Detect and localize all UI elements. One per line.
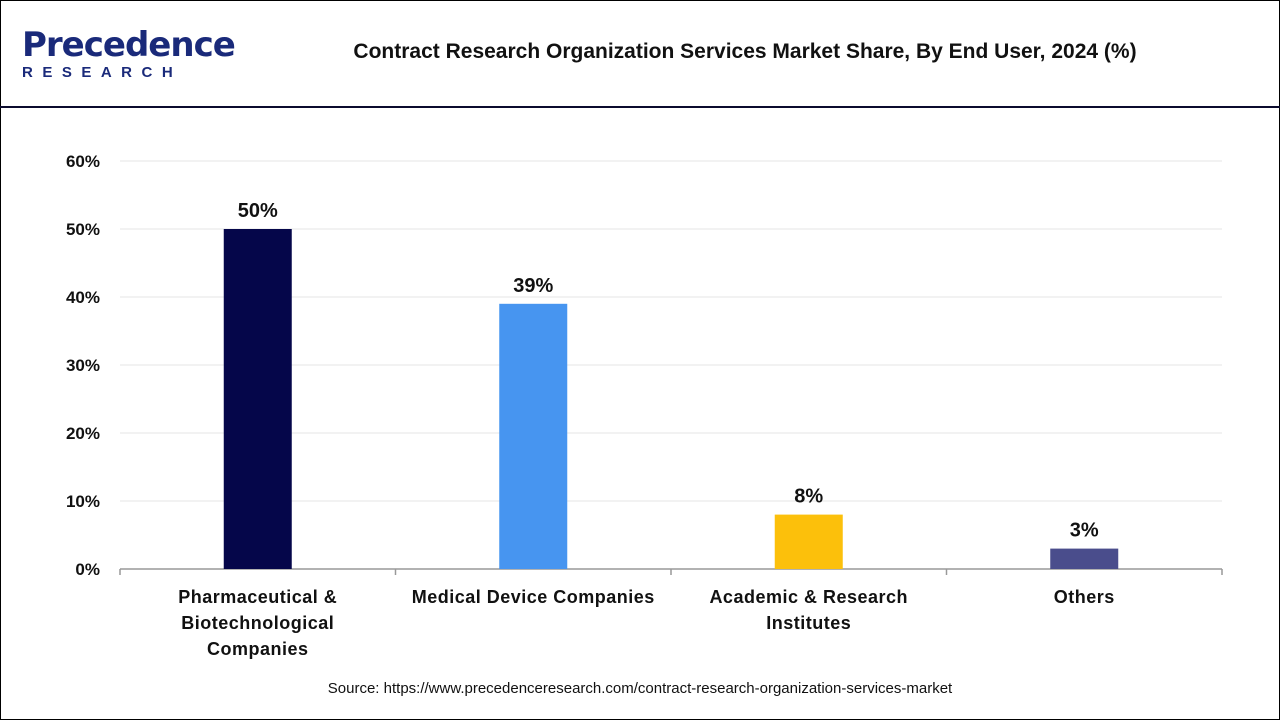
bar [223, 229, 292, 569]
data-label: 8% [794, 486, 823, 508]
bar [774, 514, 843, 569]
x-category-label: Institutes [766, 613, 851, 633]
chart-title: Contract Research Organization Services … [353, 40, 1137, 63]
y-tick-label: 20% [66, 424, 100, 443]
x-category-label: Academic & Research [709, 587, 908, 607]
x-category-label: Companies [207, 639, 309, 659]
y-tick-label: 10% [66, 492, 100, 511]
y-tick-label: 30% [66, 356, 100, 375]
x-category-label: Biotechnological [181, 613, 334, 633]
precedence-research-logo: Precedence RESEARCH [22, 25, 236, 81]
x-category-label: Medical Device Companies [412, 587, 655, 607]
y-tick-label: 40% [66, 288, 100, 307]
data-label: 50% [238, 200, 278, 222]
x-category-label: Others [1054, 587, 1115, 607]
logo-wordmark: Precedence [22, 25, 236, 65]
header-divider [0, 106, 1280, 108]
logo-subtitle: RESEARCH [22, 64, 183, 81]
data-label: 39% [513, 275, 553, 297]
source-note: Source: https://www.precedenceresearch.c… [327, 680, 953, 697]
y-tick-label: 60% [66, 152, 100, 171]
y-tick-label: 50% [66, 220, 100, 239]
bar [499, 303, 568, 569]
data-label: 3% [1070, 520, 1099, 542]
x-category-label: Pharmaceutical & [178, 587, 337, 607]
bar [1050, 548, 1119, 569]
y-tick-label: 0% [75, 560, 100, 579]
